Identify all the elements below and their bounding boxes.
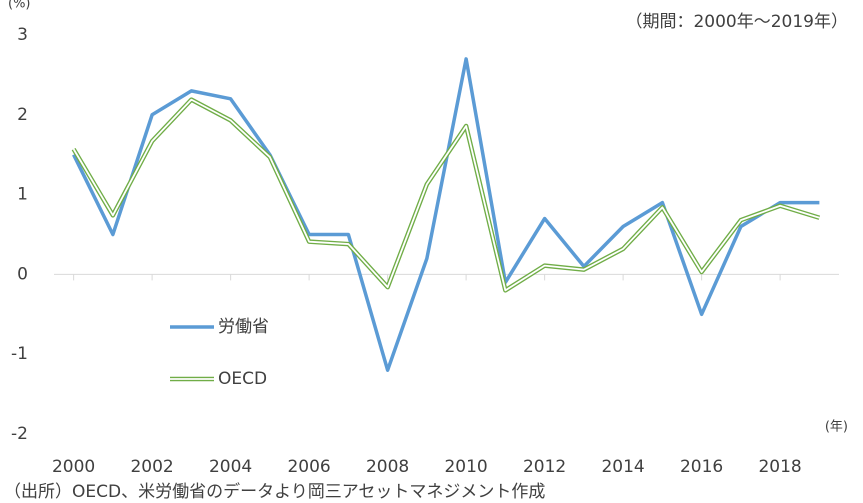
x-tick-label: 2006 xyxy=(287,457,330,477)
source: （出所）OECD、米労働省のデータより岡三アセットマネジメント作成 xyxy=(4,481,545,502)
y-unit: (%) xyxy=(8,0,31,12)
x-tick-label: 2000 xyxy=(52,457,95,477)
legend-label: OECD xyxy=(218,369,267,389)
y-tick-label: 0 xyxy=(17,264,28,284)
x-tick-label: 2014 xyxy=(601,457,644,477)
y-tick-label: -2 xyxy=(11,424,28,444)
x-tick-label: 2002 xyxy=(130,457,173,477)
x-tick-label: 2018 xyxy=(758,457,801,477)
legend-label: 労働省 xyxy=(218,317,269,337)
y-tick-label: -1 xyxy=(11,344,28,364)
series-line-inner xyxy=(72,98,820,292)
y-tick-label: 1 xyxy=(17,185,28,205)
y-tick-label: 3 xyxy=(17,25,28,45)
x-tick-label: 2010 xyxy=(444,457,487,477)
subtitle: （期間：2000年～2019年） xyxy=(625,12,848,32)
x-unit: (年) xyxy=(825,420,848,435)
series-line xyxy=(71,97,821,293)
x-tick-label: 2008 xyxy=(366,457,409,477)
y-tick-label: 2 xyxy=(17,105,28,125)
x-tick-label: 2012 xyxy=(523,457,566,477)
x-tick-label: 2016 xyxy=(680,457,723,477)
x-tick-label: 2004 xyxy=(209,457,252,477)
